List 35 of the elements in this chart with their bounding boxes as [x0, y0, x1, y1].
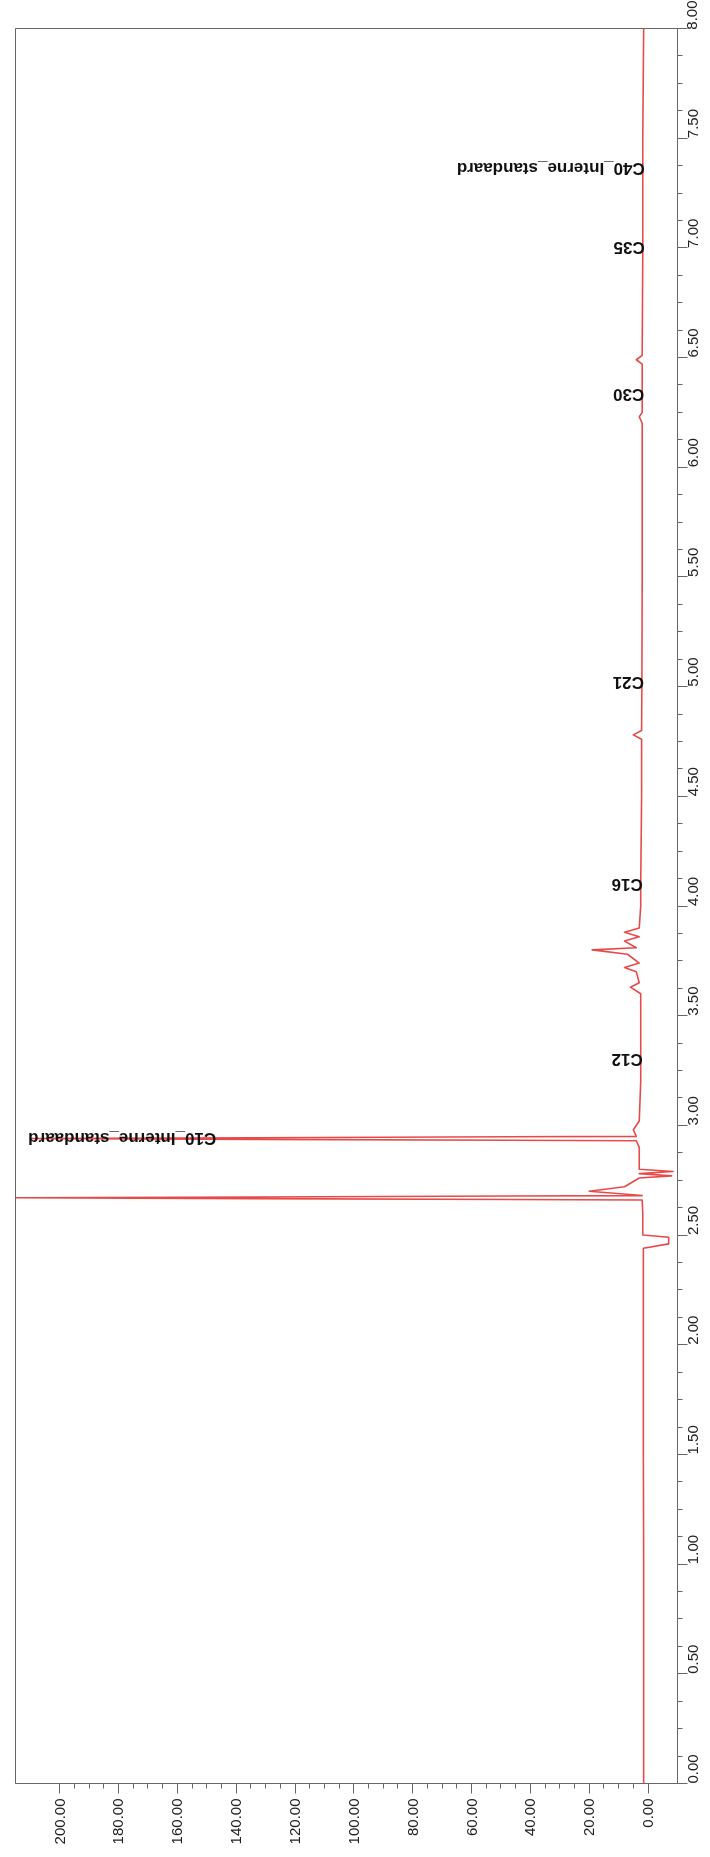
y-tick-label: 4.50 — [683, 767, 701, 797]
y-tick-label: 2.50 — [683, 1205, 701, 1236]
y-tick-label: 8.00 — [683, 0, 701, 30]
x-tick-label: 180.00 — [109, 1798, 127, 1845]
x-tick-label: 100.00 — [344, 1798, 362, 1845]
x-tick-label: 160.00 — [168, 1798, 186, 1845]
annotation: C10_Interne_standaard — [28, 1129, 217, 1149]
annotation: C40_Interne_standaard — [456, 159, 645, 179]
y-tick-label: 4.00 — [683, 876, 701, 906]
y-tick-label: 3.50 — [683, 986, 701, 1016]
y-tick-label: 0.50 — [683, 1644, 701, 1674]
annotation: C16 — [611, 874, 643, 894]
y-tick-label: 1.00 — [683, 1534, 701, 1565]
x-tick-label: 80.00 — [403, 1798, 421, 1837]
annotation: C35 — [613, 238, 645, 258]
y-tick-label: 6.50 — [683, 328, 701, 358]
annotation: C12 — [611, 1050, 643, 1070]
x-tick-label: 40.00 — [521, 1798, 539, 1837]
y-tick-label: 2.00 — [683, 1315, 701, 1345]
y-tick-label: 7.50 — [683, 108, 701, 139]
y-tick-label: 7.00 — [683, 218, 701, 248]
y-tick-label: 6.00 — [683, 438, 701, 468]
x-tick-label: 20.00 — [580, 1798, 598, 1837]
annotation: C21 — [612, 672, 644, 692]
x-tick-label: 60.00 — [462, 1798, 480, 1837]
x-tick-label: 140.00 — [227, 1798, 245, 1845]
x-tick-label: 200.00 — [50, 1798, 68, 1845]
x-tick-label: 120.00 — [286, 1798, 304, 1845]
y-tick-label: 1.50 — [683, 1425, 701, 1455]
y-tick-label: 3.00 — [683, 1096, 701, 1126]
x-tick-label: 0.00 — [639, 1798, 657, 1828]
annotation: C30 — [613, 385, 645, 405]
y-tick-label: 5.50 — [683, 547, 701, 577]
y-tick-label: 0.00 — [683, 1754, 701, 1784]
y-tick-label: 5.00 — [683, 657, 701, 687]
